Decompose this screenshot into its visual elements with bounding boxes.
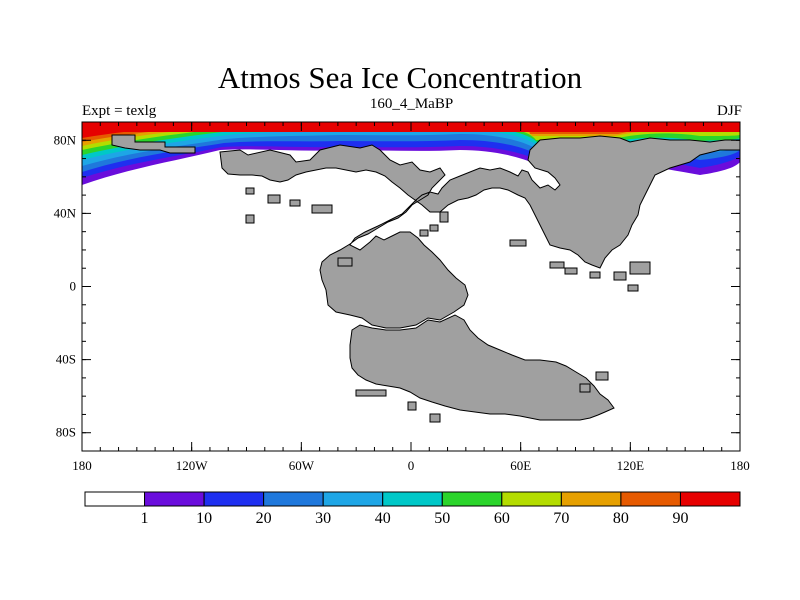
colorbar-swatch (322, 491, 384, 507)
experiment-label: Expt = texlg (82, 103, 157, 119)
lat-tick-label: 40S (56, 352, 76, 367)
land-masses (111, 134, 740, 423)
colorbar: 1 10 20 30 40 50 60 70 80 90 (84, 491, 741, 527)
lat-tick-label: 80S (56, 425, 76, 440)
colorbar-swatch (382, 491, 443, 507)
colorbar-label: 10 (196, 510, 212, 527)
colorbar-swatch (501, 491, 562, 507)
lon-tick-label: 120E (617, 458, 645, 473)
colorbar-swatch (560, 491, 622, 507)
latitude-axis: 80N 40N 0 40S 80S (54, 121, 740, 452)
land-island-arctic-west (111, 134, 196, 154)
map-area (82, 122, 740, 423)
period-label: 160_4_MaBP (369, 96, 454, 112)
colorbar-label: 90 (672, 510, 688, 527)
colorbar-swatch (84, 491, 146, 507)
lon-tick-label: 60W (289, 458, 315, 473)
map-title: Atmos Sea Ice Concentration (217, 60, 583, 95)
colorbar-label: 40 (375, 510, 391, 527)
colorbar-label: 1 (141, 510, 149, 527)
colorbar-swatch (263, 491, 324, 507)
lat-tick-label: 0 (70, 279, 77, 294)
lat-tick-label: 40N (54, 205, 77, 220)
colorbar-label: 70 (553, 510, 569, 527)
colorbar-label: 80 (613, 510, 629, 527)
colorbar-swatch (441, 491, 503, 507)
colorbar-label: 50 (434, 510, 450, 527)
lat-tick-label: 80N (54, 132, 77, 147)
longitude-axis: 180 120W 60W 0 60E 120E 180 (72, 122, 750, 473)
colorbar-swatch (620, 491, 681, 507)
lon-tick-label: 180 (730, 458, 750, 473)
lon-tick-label: 0 (408, 458, 415, 473)
colorbar-label: 60 (494, 510, 510, 527)
season-label: DJF (716, 103, 742, 119)
colorbar-swatch (679, 491, 741, 507)
lon-tick-label: 180 (72, 458, 92, 473)
colorbar-label: 30 (315, 510, 331, 527)
colorbar-label: 20 (256, 510, 272, 527)
colorbar-swatch (144, 491, 205, 507)
lon-tick-label: 60E (510, 458, 531, 473)
colorbar-swatch (203, 491, 265, 507)
lon-tick-label: 120W (176, 458, 209, 473)
